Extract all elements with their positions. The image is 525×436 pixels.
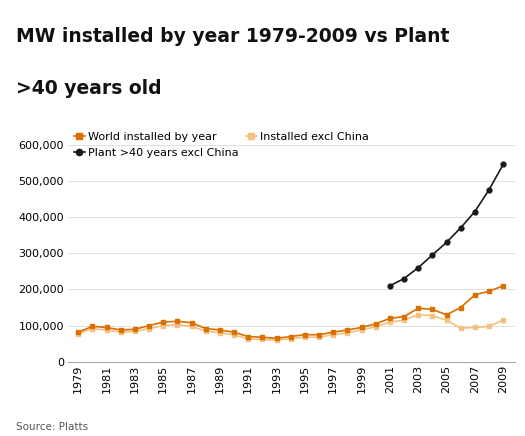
Text: Source: Platts: Source: Platts [16,422,88,432]
Legend: World installed by year, Plant >40 years excl China, Installed excl China: World installed by year, Plant >40 years… [74,132,369,157]
Text: >40 years old: >40 years old [16,79,161,99]
Text: MW installed by year 1979-2009 vs Plant: MW installed by year 1979-2009 vs Plant [16,27,449,46]
